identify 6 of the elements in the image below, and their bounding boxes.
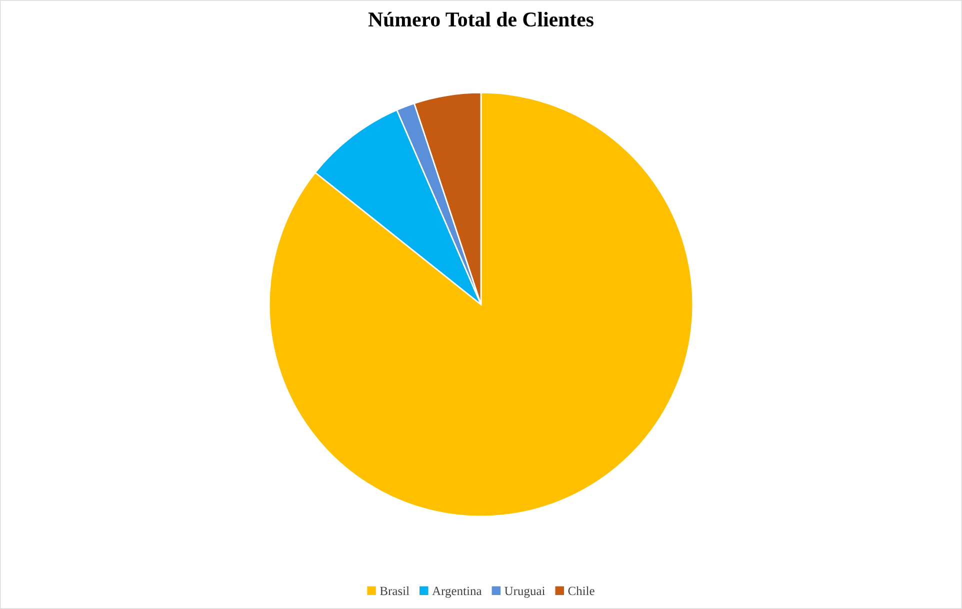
legend-label: Brasil: [380, 586, 410, 596]
legend-label: Uruguai: [504, 586, 546, 598]
legend-label: Argentina: [432, 586, 482, 598]
chart-title: Número Total de Clientes: [368, 12, 594, 27]
legend-label: Chile: [568, 586, 594, 596]
pie-slice: [268, 92, 694, 518]
